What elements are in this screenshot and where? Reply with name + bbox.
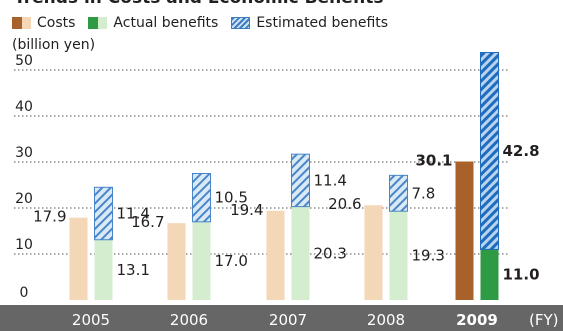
x-tick-label-2006: 2006 bbox=[170, 311, 208, 329]
data-label-estimated-benefits-2007: 11.4 bbox=[314, 171, 347, 189]
y-tick-labels: 0 10 20 30 40 50 bbox=[15, 53, 33, 301]
bar-estimated-benefits-2007 bbox=[291, 153, 310, 208]
y-tick-label: 20 bbox=[15, 191, 33, 207]
grid-lines bbox=[14, 69, 510, 255]
bar-costs-2005 bbox=[69, 217, 88, 300]
legend-item-costs: Costs bbox=[12, 15, 75, 31]
data-label-actual-benefits-2007: 20.3 bbox=[314, 244, 347, 262]
bar-costs-2008 bbox=[364, 205, 383, 300]
x-axis-unit: (FY) bbox=[529, 311, 559, 329]
bar-actual-benefits-2006 bbox=[192, 221, 211, 300]
legend-label-actual-benefits: Actual benefits bbox=[113, 15, 219, 31]
data-label-estimated-benefits-2005: 11.4 bbox=[117, 205, 150, 223]
data-label-actual-benefits-2008: 19.3 bbox=[412, 247, 445, 265]
data-label-costs-2007: 19.4 bbox=[230, 201, 263, 219]
legend-label-costs: Costs bbox=[37, 15, 76, 31]
x-tick-labels: 2005 2006 2007 2008 2009 bbox=[72, 311, 498, 329]
legend: Costs Actual benefits Estimated benefits bbox=[12, 13, 401, 33]
bar-actual-benefits-2005 bbox=[94, 239, 113, 300]
legend-swatch-actual-benefits bbox=[88, 17, 108, 29]
bar-estimated-benefits-2006 bbox=[192, 173, 211, 223]
bar-costs-2007 bbox=[266, 210, 285, 300]
bar-costs-2009 bbox=[455, 161, 474, 300]
data-label-estimated-benefits-2006: 10.5 bbox=[215, 189, 248, 207]
x-tick-label-2008: 2008 bbox=[367, 311, 405, 329]
bar-estimated-benefits-2009 bbox=[480, 52, 499, 250]
bars bbox=[69, 52, 499, 300]
x-tick-label-2007: 2007 bbox=[269, 311, 307, 329]
legend-label-estimated-benefits: Estimated benefits bbox=[256, 15, 389, 31]
data-labels: 17.913.111.416.717.010.519.420.311.420.6… bbox=[33, 142, 539, 284]
y-tick-label: 30 bbox=[15, 145, 33, 161]
data-label-estimated-benefits-2009: 42.8 bbox=[503, 142, 540, 160]
y-tick-label: 0 bbox=[20, 285, 29, 301]
data-label-actual-benefits-2009: 11.0 bbox=[503, 266, 540, 284]
x-tick-label-2009: 2009 bbox=[456, 311, 498, 329]
chart-title: Trends in Costs and Economic Benefits bbox=[14, 0, 384, 8]
data-label-costs-2005: 17.9 bbox=[33, 208, 66, 226]
data-label-estimated-benefits-2008: 7.8 bbox=[412, 184, 436, 202]
bar-estimated-benefits-2005 bbox=[94, 186, 113, 241]
legend-item-actual-benefits: Actual benefits bbox=[88, 15, 218, 31]
y-tick-label: 50 bbox=[15, 53, 33, 69]
bar-estimated-benefits-2008 bbox=[389, 174, 408, 212]
bar-costs-2006 bbox=[167, 223, 186, 300]
y-tick-label: 40 bbox=[15, 99, 33, 115]
data-label-costs-2009: 30.1 bbox=[415, 152, 452, 170]
bar-actual-benefits-2008 bbox=[389, 211, 408, 300]
x-axis-band bbox=[0, 305, 563, 331]
x-tick-label-2005: 2005 bbox=[72, 311, 110, 329]
bar-actual-benefits-2009 bbox=[480, 249, 499, 300]
data-label-costs-2008: 20.6 bbox=[328, 195, 361, 213]
bar-actual-benefits-2007 bbox=[291, 206, 310, 300]
legend-item-estimated-benefits: Estimated benefits bbox=[231, 15, 388, 31]
data-label-actual-benefits-2006: 17.0 bbox=[215, 252, 248, 270]
legend-swatch-costs bbox=[12, 17, 31, 29]
data-label-costs-2006: 16.7 bbox=[131, 213, 164, 231]
y-axis-unit: (billion yen) bbox=[12, 37, 96, 53]
y-tick-label: 10 bbox=[15, 237, 33, 253]
legend-swatch-estimated-benefits bbox=[231, 17, 251, 29]
data-label-actual-benefits-2005: 13.1 bbox=[117, 261, 150, 279]
